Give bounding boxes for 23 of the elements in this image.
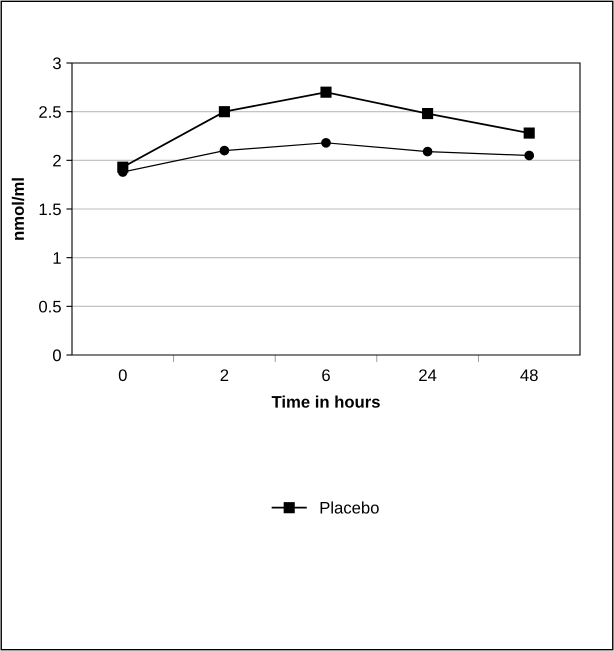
x-tick-label: 48 <box>520 369 538 382</box>
y-tick-label: 1 <box>54 252 61 264</box>
y-tick-label: 1.5 <box>40 204 61 216</box>
point <box>422 146 432 156</box>
point <box>218 106 230 118</box>
y-tick-label: 3 <box>52 57 61 70</box>
point <box>320 86 332 98</box>
legend-label: Placebo <box>320 501 379 514</box>
y-tick-label: 2 <box>53 154 61 166</box>
x-tick-label: 2 <box>220 369 228 381</box>
y-tick-label: 0.5 <box>39 300 61 313</box>
point <box>321 138 331 148</box>
x-tick-label: 0 <box>118 369 127 382</box>
point <box>524 150 534 160</box>
x-tick-label: 24 <box>419 369 436 381</box>
y-axis-title: nmol/ml <box>12 178 24 240</box>
x-tick-label: 6 <box>322 369 330 382</box>
y-tick-label: 2.5 <box>39 106 61 118</box>
x-axis-title: Time in hours <box>272 396 380 408</box>
point <box>422 108 434 120</box>
point <box>524 128 535 139</box>
point <box>220 146 230 156</box>
y-tick-label: 0 <box>52 349 61 362</box>
